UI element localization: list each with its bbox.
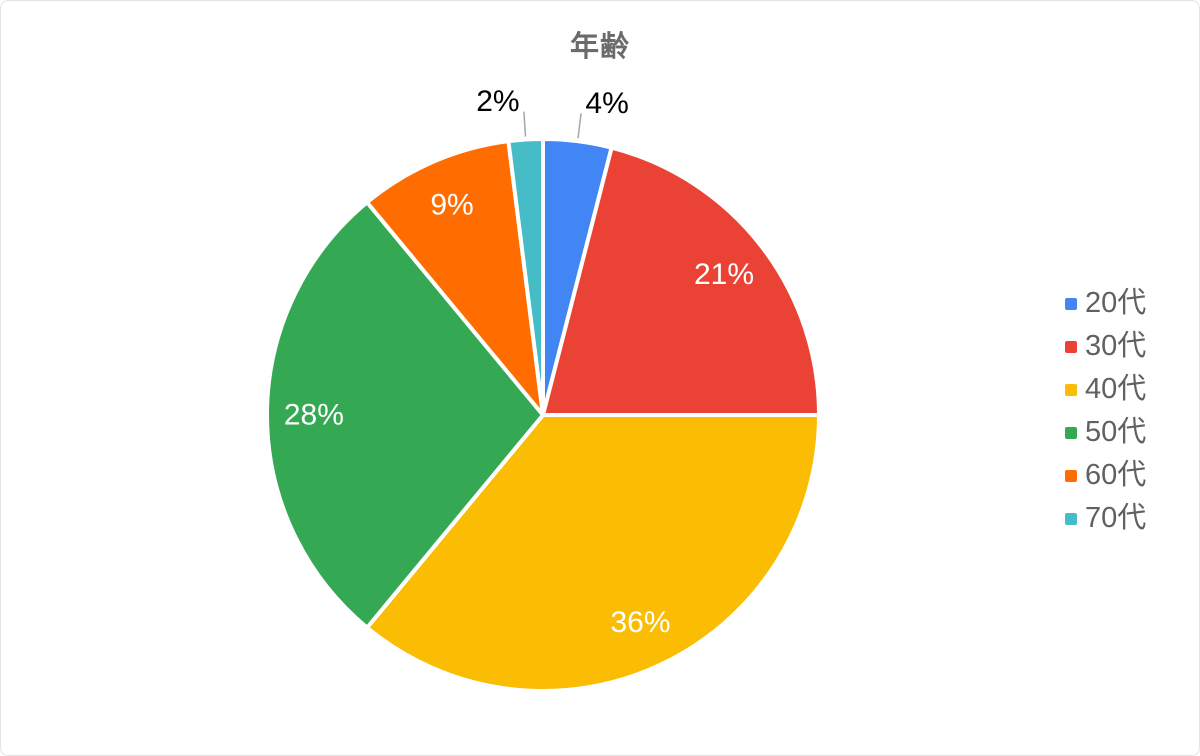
legend-label: 20代 [1085, 287, 1147, 319]
pie-slice-3[interactable] [265, 200, 545, 630]
legend: 20代 30代 40代 50代 60代 70代 [1065, 282, 1146, 540]
legend-swatch [1065, 426, 1077, 439]
leader-line [577, 113, 582, 139]
slice-label-inside: 9% [430, 188, 473, 221]
slice-label-inside: 28% [284, 399, 344, 432]
chart-title: 年齢 [569, 31, 630, 63]
legend-swatch [1065, 297, 1077, 310]
legend-item-2[interactable]: 40代 [1065, 368, 1146, 411]
slice-label-inside: 36% [610, 606, 670, 639]
pie-slice-4[interactable] [365, 139, 545, 417]
legend-label: 40代 [1085, 373, 1147, 405]
legend-label: 70代 [1085, 502, 1147, 534]
legend-swatch [1065, 512, 1077, 525]
pie-slice-2[interactable] [365, 413, 821, 693]
legend-label: 30代 [1085, 330, 1147, 362]
slice-label-outside: 2% [476, 85, 519, 118]
legend-label: 50代 [1085, 416, 1147, 448]
legend-item-3[interactable]: 50代 [1065, 411, 1146, 454]
legend-item-0[interactable]: 20代 [1065, 282, 1146, 325]
legend-swatch [1065, 469, 1077, 482]
legend-label: 60代 [1085, 459, 1147, 491]
legend-swatch [1065, 383, 1077, 396]
leader-line [523, 111, 527, 137]
legend-item-4[interactable]: 60代 [1065, 454, 1146, 497]
legend-swatch [1065, 340, 1077, 353]
legend-item-1[interactable]: 30代 [1065, 325, 1146, 368]
pie-slice-5[interactable] [506, 137, 545, 417]
slice-label-outside: 4% [585, 87, 628, 120]
slice-label-inside: 21% [694, 258, 754, 291]
pie-slice-1[interactable] [541, 145, 821, 417]
legend-item-5[interactable]: 70代 [1065, 497, 1146, 540]
